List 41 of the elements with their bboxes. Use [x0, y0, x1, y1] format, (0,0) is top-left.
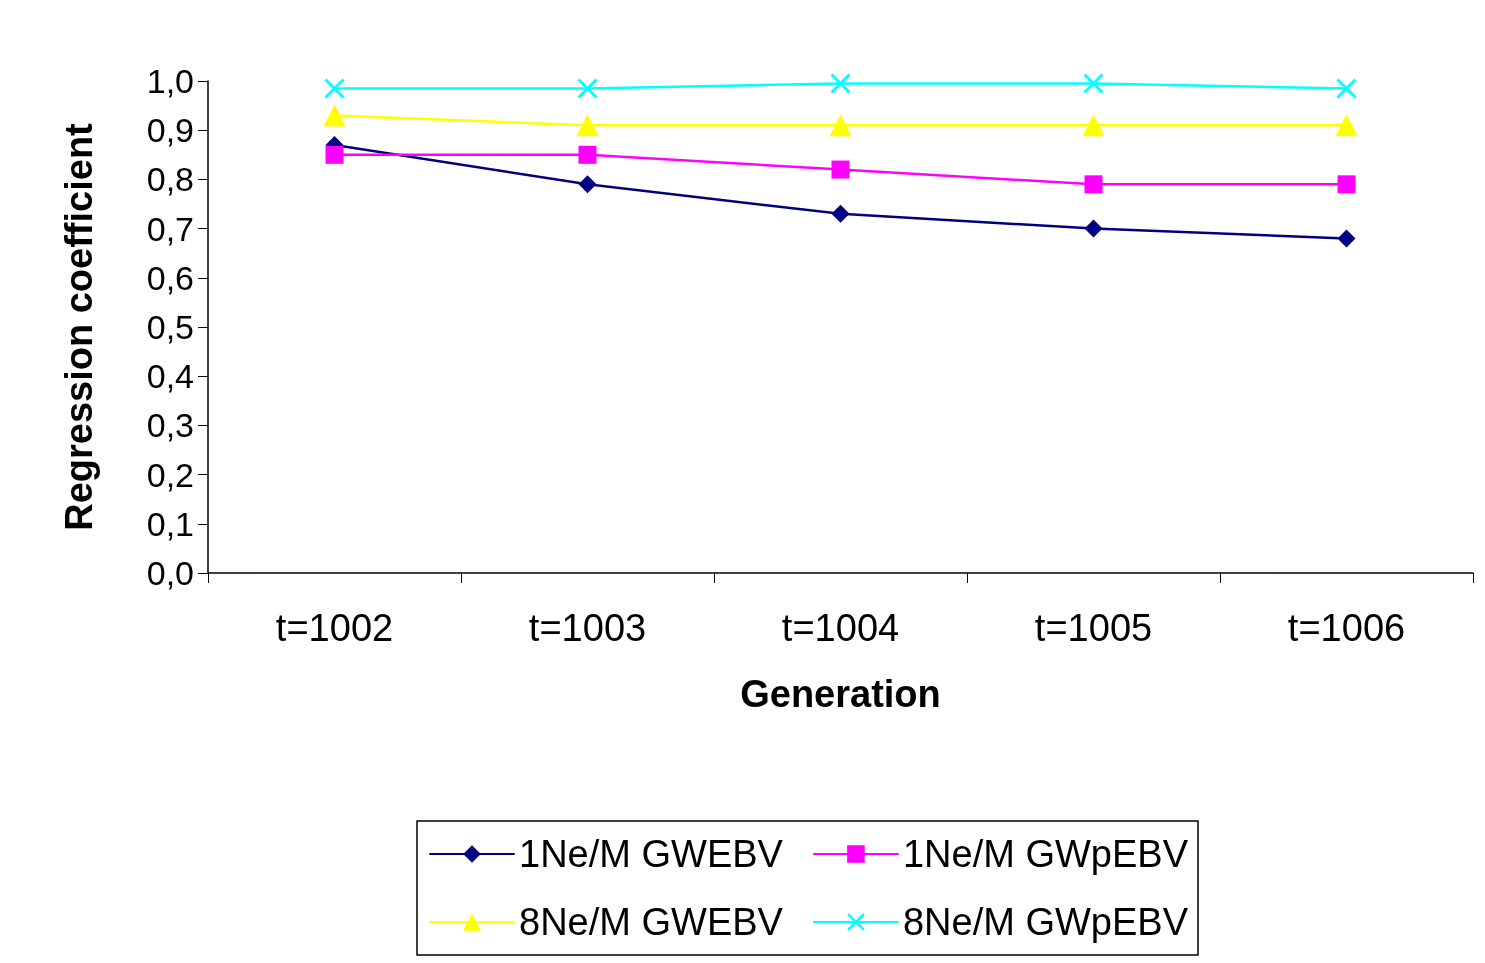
x-tick-label: t=1005 — [1034, 607, 1153, 649]
x-tick-label: t=1003 — [528, 607, 647, 649]
x-tick-label: t=1006 — [1287, 607, 1406, 649]
y-tick-label: 0,8 — [146, 160, 194, 199]
point — [577, 78, 598, 99]
y-tick-label: 0,1 — [146, 504, 194, 543]
point — [323, 104, 346, 127]
y-tick-label: 1,0 — [146, 62, 194, 100]
legend-label: 1Ne/M GWpEBV — [902, 833, 1189, 875]
point — [1082, 114, 1105, 137]
y-tick-label: 0,3 — [146, 406, 194, 445]
point — [830, 73, 851, 94]
y-tick-label: 0,7 — [146, 209, 194, 248]
point — [831, 160, 850, 179]
point — [1335, 114, 1358, 137]
y-tick-label: 0,9 — [146, 111, 194, 150]
x-tick-label: t=1004 — [781, 607, 900, 649]
point — [1084, 175, 1103, 194]
x-axis-title: Generation — [740, 673, 941, 715]
point — [1336, 78, 1357, 99]
point — [829, 114, 852, 137]
legend-label: 8Ne/M GWEBV — [519, 901, 784, 943]
point — [578, 175, 597, 194]
point — [1084, 219, 1103, 238]
y-tick-label: 0,4 — [146, 357, 194, 396]
point — [1083, 73, 1104, 94]
point — [576, 114, 599, 137]
y-tick-label: 0,0 — [146, 554, 194, 592]
y-tick-label: 0,5 — [146, 308, 194, 346]
x-tick-label: t=1002 — [275, 607, 394, 649]
y-tick-label: 0,6 — [146, 258, 194, 297]
y-axis-title: Regression coefficient — [58, 122, 100, 531]
point — [1337, 229, 1356, 248]
legend-label: 8Ne/M GWpEBV — [902, 901, 1189, 943]
y-tick-label: 0,2 — [146, 455, 194, 494]
point — [1337, 175, 1356, 194]
point — [324, 78, 345, 99]
point — [831, 204, 850, 223]
point — [325, 145, 344, 164]
legend-label: 1Ne/M GWEBV — [519, 833, 784, 875]
point — [578, 145, 597, 164]
